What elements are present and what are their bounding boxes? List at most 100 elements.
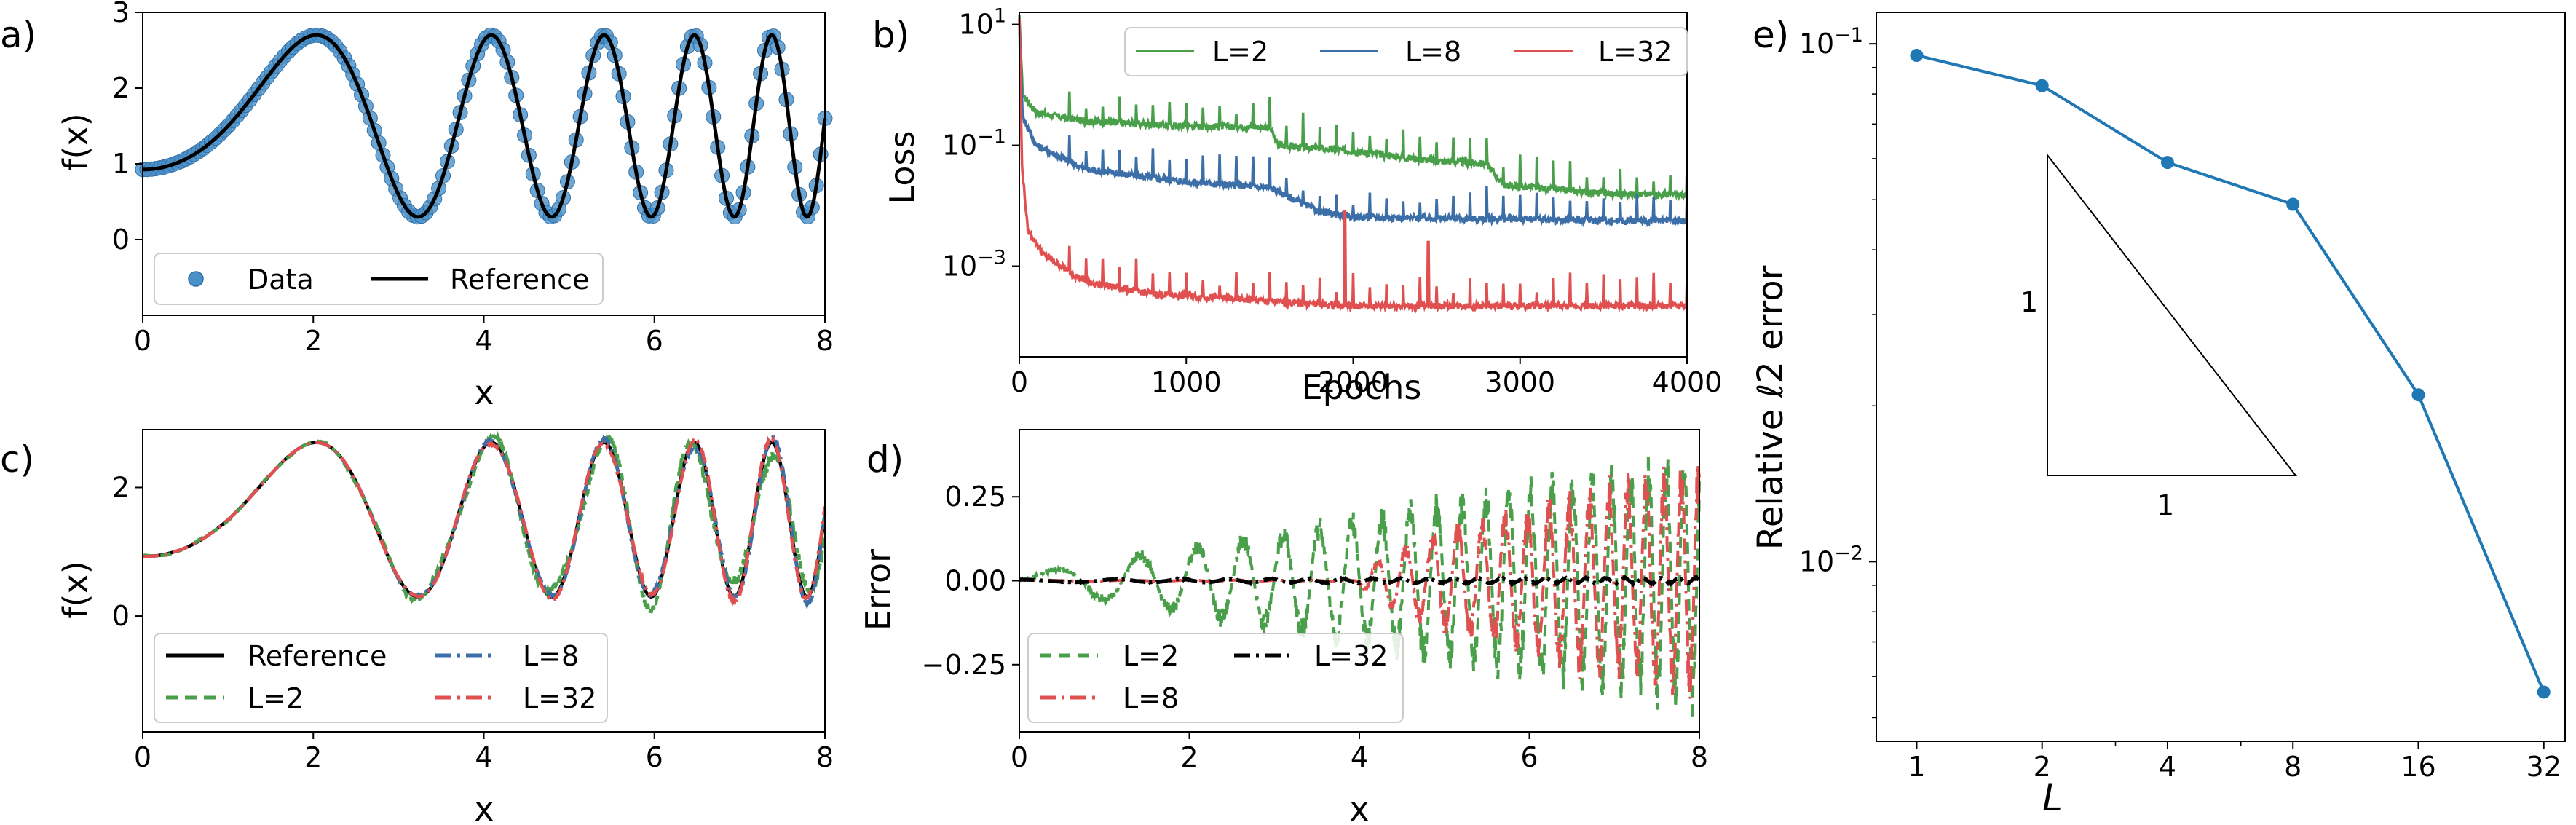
x-tick-label: 1 (1908, 751, 1925, 783)
slope-triangle-shape (2047, 153, 2298, 476)
panel-d: d) 0 2 4 6 8 0.25 0.00 −0.25 x Error L=2 L=32 L… (858, 429, 1708, 825)
legend-label-L8: L=8 (523, 640, 579, 672)
panel-e-ylabel: Relative ℓ2 error (1750, 265, 1791, 550)
legend-label-L32: L=32 (1314, 640, 1388, 672)
data-points (135, 27, 833, 225)
panel-e-axes: 1 2 4 8 16 32 10−1 10−2 (1799, 12, 2566, 783)
panel-a-ylabel: f(x) (56, 113, 95, 170)
error-line (1916, 54, 2545, 693)
panel-b-axes: 0 1000 2000 3000 4000 101 10−1 10−3 (942, 5, 1723, 398)
panel-a-plot-area (135, 27, 833, 225)
x-tick-label: 8 (2284, 751, 2302, 783)
curve-L=2 (142, 430, 827, 616)
panel-c-xlabel: x (474, 789, 494, 825)
y-tick-label: −0.25 (922, 649, 1006, 681)
y-tick-label: 3 (112, 0, 130, 28)
panel-b-ylabel: Loss (882, 131, 922, 205)
x-tick-label: 2000 (1318, 366, 1388, 398)
panel-a: a) 0 2 4 6 8 0 1 2 3 x f(x) Data Reference (0, 0, 834, 412)
slope-triangle: 1 1 (2020, 153, 2298, 521)
x-tick-label: 8 (816, 325, 834, 357)
x-tick-label: 0 (134, 325, 151, 357)
error-curve-L=32 (1018, 574, 1701, 588)
x-tick-label: 4000 (1652, 366, 1723, 398)
y-tick-label: 10−1 (1799, 24, 1863, 60)
panel-d-legend: L=2 L=32 L=8 (1027, 633, 1404, 723)
y-tick-label: 0 (112, 600, 130, 632)
legend-label-L32: L=32 (1598, 36, 1672, 68)
x-tick-label: 4 (475, 325, 492, 357)
x-tick-label: 6 (646, 741, 663, 773)
legend-label-L32: L=32 (523, 682, 596, 714)
legend-label-data: Data (248, 264, 314, 296)
panel-a-axes: 0 2 4 6 8 0 1 2 3 (112, 0, 834, 357)
panel-b-legend: L=2 L=8 L=32 (1124, 27, 1688, 76)
error-point (2537, 685, 2551, 699)
panel-c-axes: 0 2 4 6 8 0 2 (112, 429, 834, 773)
legend-label-L2: L=2 (1123, 640, 1179, 672)
error-curve-L=2 (1019, 454, 1701, 720)
error-point (2160, 156, 2174, 170)
y-tick-label: 10−3 (942, 247, 1006, 283)
axes-frame (1876, 12, 2566, 742)
y-tick-label: 0.00 (944, 565, 1006, 597)
y-tick-label: 10−2 (1799, 542, 1863, 577)
x-tick-label: 2 (304, 325, 322, 357)
loss-curve-L=2 (1018, 15, 1688, 202)
panel-e-label: e) (1753, 14, 1789, 56)
x-tick-label: 8 (1691, 741, 1708, 773)
slope-triangle-vertical-label: 1 (2020, 286, 2038, 318)
error-point (2411, 388, 2425, 402)
x-tick-label: 4 (2159, 751, 2176, 783)
x-tick-label: 4 (475, 741, 492, 773)
x-tick-label: 2 (304, 741, 322, 773)
panel-b: b) 0 1000 2000 3000 4000 101 10−1 10−3 Epochs L… (872, 5, 1722, 407)
panel-a-legend: Data Reference (154, 253, 604, 305)
panel-c-label: c) (0, 438, 34, 481)
loss-curve-L=32 (1018, 18, 1688, 314)
panel-a-xlabel: x (474, 373, 494, 412)
x-tick-label: 4 (1351, 741, 1368, 773)
x-tick-label: 6 (1520, 741, 1538, 773)
panel-b-xlabel: Epochs (1302, 368, 1422, 407)
curve-L=8 (143, 433, 827, 610)
panel-c: c) 0 2 4 6 8 0 2 x f(x) Reference L=8 L=2 L=32 (0, 429, 834, 825)
y-tick-label: 0 (112, 224, 130, 256)
panel-c-legend: Reference L=8 L=2 L=32 (154, 633, 608, 723)
panel-c-ylabel: f(x) (56, 561, 95, 618)
y-tick-label: 2 (112, 72, 130, 104)
y-tick-label: 0.25 (944, 481, 1006, 513)
panel-b-plot-area (1018, 15, 1688, 314)
panel-d-axes: 0 2 4 6 8 0.25 0.00 −0.25 (922, 429, 1708, 773)
x-tick-label: 8 (816, 741, 834, 773)
legend-label-L8: L=8 (1405, 36, 1461, 68)
panel-e-plot-area (1910, 49, 2551, 699)
legend-label-L8: L=8 (1123, 682, 1179, 714)
panel-a-label: a) (0, 14, 36, 56)
x-tick-label: 3000 (1485, 366, 1555, 398)
legend-marker-data (188, 271, 204, 287)
legend-label-L2: L=2 (1212, 36, 1268, 68)
panel-d-ylabel: Error (858, 549, 898, 631)
x-tick-label: 0 (1011, 366, 1028, 398)
panel-d-plot-area (1018, 454, 1701, 720)
x-tick-label: 2 (1180, 741, 1198, 773)
legend-label-L2: L=2 (248, 682, 304, 714)
slope-triangle-horizontal-label: 1 (2157, 489, 2174, 521)
x-tick-label: 6 (646, 325, 663, 357)
legend-label-reference: Reference (450, 264, 589, 296)
curve-L=32 (143, 433, 827, 607)
y-tick-label: 10−1 (942, 126, 1006, 162)
error-point (2286, 197, 2300, 211)
panel-c-plot-area (142, 430, 827, 616)
y-tick-label: 1 (112, 148, 130, 180)
x-tick-label: 1000 (1151, 366, 1222, 398)
panel-d-xlabel: x (1349, 789, 1369, 825)
legend-label-reference: Reference (248, 640, 387, 672)
y-tick-label: 2 (112, 471, 130, 503)
loss-curve-L=8 (1018, 20, 1688, 228)
reference-line (143, 33, 827, 219)
panel-b-label: b) (872, 14, 909, 56)
panel-d-label: d) (866, 438, 904, 481)
